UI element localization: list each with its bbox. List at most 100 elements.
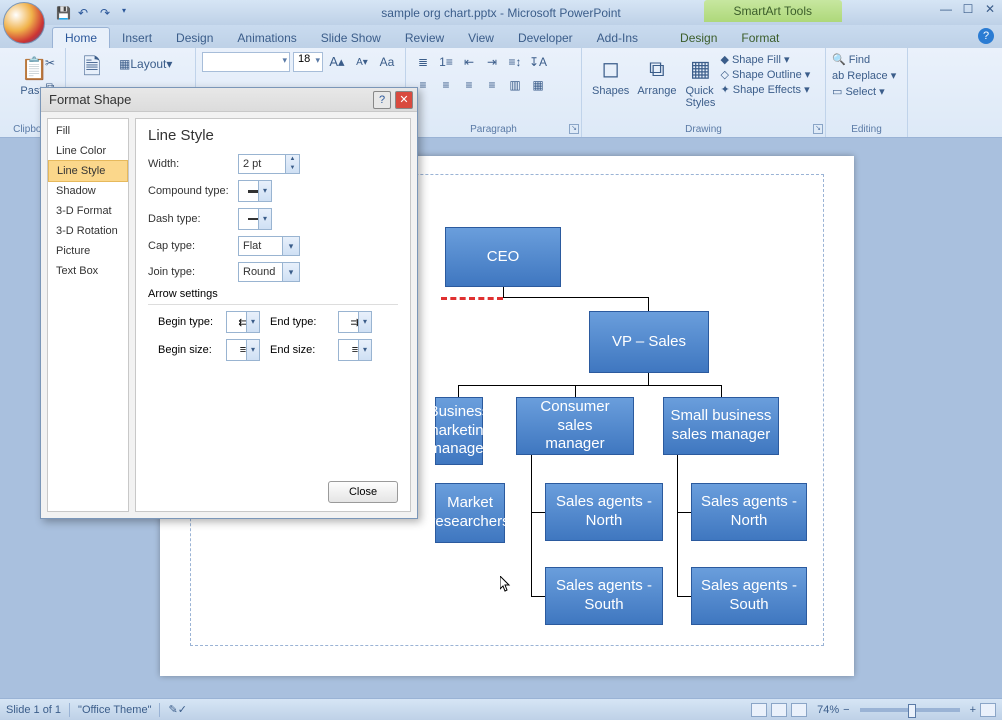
justify-icon[interactable]: ≡ [481, 74, 503, 96]
end-type-select[interactable]: ⇉ [338, 311, 372, 333]
convert-smartart-icon[interactable]: ▦ [527, 74, 549, 96]
org-node-vp[interactable]: VP – Sales [589, 311, 709, 373]
tab-slide-show[interactable]: Slide Show [309, 28, 393, 48]
begin-size-select[interactable]: ≡ [226, 339, 260, 361]
shape-outline-button[interactable]: ◇ Shape Outline ▾ [720, 68, 810, 81]
dialog-close-button[interactable]: Close [328, 481, 398, 503]
org-node-csm[interactable]: Consumer sales manager [516, 397, 634, 455]
nav-3d-format[interactable]: 3-D Format [48, 201, 128, 221]
zoom-out-button[interactable]: − [843, 704, 849, 716]
quick-styles-icon: ▦ [684, 53, 716, 85]
normal-view-button[interactable] [751, 703, 767, 717]
tab-view[interactable]: View [456, 28, 506, 48]
sorter-view-button[interactable] [771, 703, 787, 717]
layout-button[interactable]: ▦ Layout ▾ [112, 53, 179, 75]
org-node-sbn[interactable]: Sales agents - North [691, 483, 807, 541]
begin-size-label: Begin size: [158, 344, 216, 356]
compound-type-select[interactable] [238, 180, 272, 202]
dialog-titlebar[interactable]: Format Shape ? ✕ [41, 88, 417, 112]
connector [575, 385, 576, 397]
arrange-button[interactable]: ⧉Arrange [633, 51, 680, 111]
replace-button[interactable]: ab Replace ▾ [832, 69, 901, 82]
tab-home[interactable]: Home [52, 27, 110, 48]
slideshow-view-button[interactable] [791, 703, 807, 717]
tab-animations[interactable]: Animations [225, 28, 308, 48]
spin-down-icon[interactable]: ▼ [286, 164, 299, 173]
tab-review[interactable]: Review [393, 28, 456, 48]
tab-smartart-format[interactable]: Format [729, 28, 791, 48]
paragraph-dialog-launcher[interactable]: ↘ [569, 124, 579, 134]
line-spacing-icon[interactable]: ≡↕ [504, 51, 526, 73]
spin-up-icon[interactable]: ▲ [286, 155, 299, 164]
org-node-mkt[interactable]: Market researchers [435, 483, 505, 543]
fit-to-window-button[interactable] [980, 703, 996, 717]
nav-3d-rotation[interactable]: 3-D Rotation [48, 221, 128, 241]
select-button[interactable]: ▭ Select ▾ [832, 85, 901, 98]
bullets-icon[interactable]: ≣ [412, 51, 434, 73]
contextual-tab-label: SmartArt Tools [704, 0, 842, 22]
font-size-combo[interactable]: 18 [293, 52, 323, 72]
end-size-select[interactable]: ≡ [338, 339, 372, 361]
shrink-font-icon[interactable]: A▾ [351, 51, 373, 73]
clear-format-icon[interactable]: Aa [376, 51, 398, 73]
dashed-connector[interactable] [441, 297, 503, 300]
shapes-button[interactable]: ◻Shapes [588, 51, 633, 111]
tab-addins[interactable]: Add-Ins [585, 28, 650, 48]
align-center-icon[interactable]: ≡ [435, 74, 457, 96]
org-node-ceo[interactable]: CEO [445, 227, 561, 287]
spellcheck-icon[interactable]: ✎✓ [168, 703, 186, 716]
width-spinner[interactable]: 2 pt ▲▼ [238, 154, 300, 174]
join-type-select[interactable]: Round [238, 262, 300, 282]
tab-developer[interactable]: Developer [506, 28, 585, 48]
org-node-css[interactable]: Sales agents - South [545, 567, 663, 625]
org-node-csn[interactable]: Sales agents - North [545, 483, 663, 541]
text-direction-icon[interactable]: ↧A [527, 51, 549, 73]
nav-picture[interactable]: Picture [48, 241, 128, 261]
connector [458, 385, 721, 386]
numbering-icon[interactable]: 1≡ [435, 51, 457, 73]
find-button[interactable]: 🔍 Find [832, 53, 901, 66]
close-window-button[interactable]: ✕ [982, 2, 998, 16]
maximize-button[interactable]: ☐ [960, 2, 976, 16]
compound-label: Compound type: [148, 185, 238, 197]
new-slide-button[interactable]: 🗎 [72, 51, 112, 87]
quick-styles-button[interactable]: ▦Quick Styles [680, 51, 720, 111]
cap-type-select[interactable]: Flat [238, 236, 300, 256]
dialog-help-button[interactable]: ? [373, 91, 391, 109]
shape-effects-button[interactable]: ✦ Shape Effects ▾ [720, 83, 810, 96]
nav-line-color[interactable]: Line Color [48, 141, 128, 161]
group-drawing-label: Drawing [582, 124, 825, 135]
cut-icon[interactable]: ✂ [39, 52, 61, 74]
dialog-close-x[interactable]: ✕ [395, 91, 413, 109]
org-node-sbsm[interactable]: Small business sales manager [663, 397, 779, 455]
zoom-slider[interactable] [860, 708, 960, 712]
columns-icon[interactable]: ▥ [504, 74, 526, 96]
width-label: Width: [148, 158, 238, 170]
org-node-sbs[interactable]: Sales agents - South [691, 567, 807, 625]
org-node-bmm[interactable]: Business marketing manager [435, 397, 483, 465]
nav-text-box[interactable]: Text Box [48, 261, 128, 281]
group-editing-label: Editing [826, 124, 907, 135]
arrow-settings-header: Arrow settings [148, 288, 398, 300]
arrange-icon: ⧉ [641, 53, 673, 85]
align-right-icon[interactable]: ≡ [458, 74, 480, 96]
zoom-in-button[interactable]: + [970, 704, 976, 716]
grow-font-icon[interactable]: A▴ [326, 51, 348, 73]
help-icon[interactable]: ? [978, 28, 994, 44]
nav-shadow[interactable]: Shadow [48, 181, 128, 201]
increase-indent-icon[interactable]: ⇥ [481, 51, 503, 73]
tab-design[interactable]: Design [164, 28, 225, 48]
font-name-combo[interactable] [202, 52, 290, 72]
office-button[interactable] [3, 2, 45, 44]
shape-fill-button[interactable]: ◆ Shape Fill ▾ [720, 53, 810, 66]
nav-line-style[interactable]: Line Style [48, 160, 128, 182]
tab-smartart-design[interactable]: Design [668, 28, 729, 48]
nav-fill[interactable]: Fill [48, 121, 128, 141]
begin-type-select[interactable]: ⇇ [226, 311, 260, 333]
minimize-button[interactable]: — [938, 2, 954, 16]
tab-insert[interactable]: Insert [110, 28, 164, 48]
dash-type-select[interactable] [238, 208, 272, 230]
drawing-dialog-launcher[interactable]: ↘ [813, 124, 823, 134]
title-bar: 💾 ↶ ↷ ▾ sample org chart.pptx - Microsof… [0, 0, 1002, 25]
decrease-indent-icon[interactable]: ⇤ [458, 51, 480, 73]
